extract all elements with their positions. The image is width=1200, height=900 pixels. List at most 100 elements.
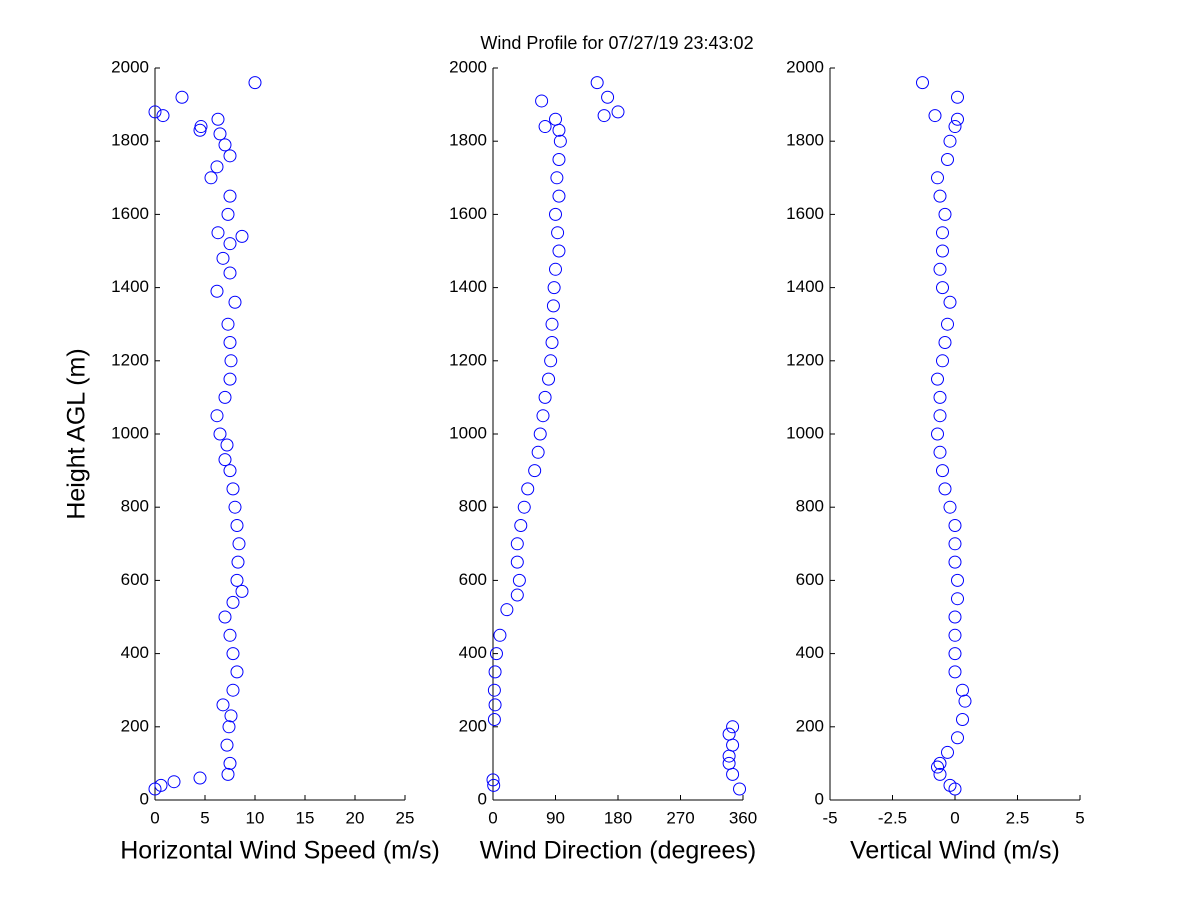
point (493, 628, 507, 642)
point (510, 555, 524, 569)
point (223, 336, 237, 349)
y-tick-label: 1000 (111, 423, 149, 442)
point (948, 647, 962, 661)
point (536, 409, 550, 423)
point (213, 127, 227, 141)
point (931, 372, 944, 386)
point (933, 409, 947, 423)
point (224, 709, 238, 723)
point (222, 720, 236, 734)
x-tick-label: -5 (822, 808, 837, 827)
point (941, 153, 954, 166)
point (546, 299, 560, 313)
x-tick-label: 5 (1075, 808, 1084, 827)
point (722, 727, 736, 741)
x-tick-label: 360 (729, 808, 757, 827)
y-tick-label: 1400 (111, 277, 149, 296)
y-tick-label: 800 (121, 497, 149, 516)
point (722, 749, 736, 763)
point (552, 123, 566, 137)
point (956, 683, 969, 697)
point (958, 694, 972, 708)
point (951, 592, 964, 606)
y-tick-label: 600 (796, 570, 824, 589)
point (230, 665, 244, 679)
x-tick-label: 0 (150, 808, 159, 827)
point (936, 226, 949, 240)
y-tick-label: 1600 (786, 204, 824, 223)
point (951, 573, 964, 587)
point (193, 771, 207, 785)
x-tick-label: 270 (666, 808, 694, 827)
point (218, 610, 232, 624)
point (512, 573, 526, 587)
point (487, 683, 501, 697)
point (931, 171, 944, 185)
point (210, 409, 224, 423)
point (211, 226, 225, 240)
point (517, 500, 531, 514)
point (221, 767, 235, 781)
x-tick-label: 15 (296, 808, 315, 827)
point (916, 76, 929, 90)
x-tick-label: 20 (346, 808, 365, 827)
point (489, 647, 503, 661)
point (948, 519, 962, 532)
point (938, 482, 952, 496)
point (226, 482, 240, 496)
point (941, 317, 954, 331)
point (545, 336, 559, 349)
y-axis-label: Height AGL (m) (63, 348, 91, 519)
point (221, 207, 235, 221)
point (224, 354, 238, 368)
point (216, 251, 230, 265)
point (487, 778, 501, 792)
point (510, 537, 524, 551)
point (210, 284, 224, 298)
point (216, 698, 230, 712)
y-tick-label: 800 (459, 497, 487, 516)
point (232, 537, 246, 551)
point (230, 573, 244, 587)
point (943, 778, 957, 792)
x-tick-label: 0 (950, 808, 959, 827)
point (535, 94, 549, 108)
point (948, 537, 962, 551)
y-tick-label: 1200 (786, 350, 824, 369)
point (220, 438, 234, 452)
point (488, 665, 502, 679)
point (943, 134, 957, 148)
point (223, 266, 237, 280)
x-tick-label: 180 (604, 808, 632, 827)
point (220, 738, 234, 752)
y-tick-label: 1800 (449, 131, 487, 150)
point (210, 160, 224, 174)
y-tick-label: 1600 (111, 204, 149, 223)
y-tick-label: 1400 (786, 277, 824, 296)
point (936, 354, 949, 368)
point (547, 281, 561, 295)
point (228, 295, 242, 309)
x-axis-label: Wind Direction (degrees) (480, 837, 757, 865)
point (194, 120, 208, 134)
y-tick-label: 0 (140, 789, 149, 808)
x-tick-label: 5 (200, 808, 209, 827)
point (223, 237, 237, 251)
y-tick-label: 1000 (786, 423, 824, 442)
point (223, 149, 237, 163)
point (933, 262, 947, 276)
y-tick-label: 1200 (111, 350, 149, 369)
x-tick-label: 90 (546, 808, 565, 827)
point (154, 778, 168, 792)
y-tick-label: 1800 (786, 131, 824, 150)
y-tick-label: 1800 (111, 131, 149, 150)
y-tick-label: 600 (121, 570, 149, 589)
point (726, 767, 740, 781)
y-tick-label: 600 (459, 570, 487, 589)
point (235, 584, 249, 598)
point (726, 738, 740, 752)
point (951, 90, 964, 104)
y-tick-label: 400 (121, 643, 149, 662)
